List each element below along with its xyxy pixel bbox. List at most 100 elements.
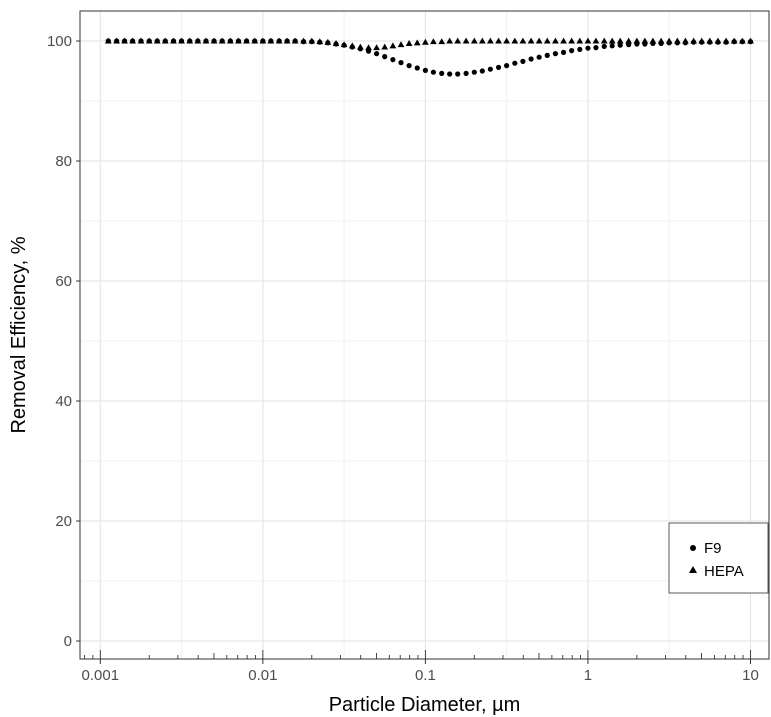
hepa-point	[665, 37, 673, 44]
hepa-point	[682, 37, 689, 44]
hepa-point	[340, 41, 348, 48]
x-tick-label: 10	[742, 667, 759, 684]
hepa-point	[113, 37, 121, 44]
f9-point	[479, 68, 485, 74]
f9-point	[585, 45, 591, 51]
hepa-point	[365, 44, 372, 51]
hepa-point	[413, 39, 421, 46]
hepa-point	[462, 37, 470, 44]
f9-point	[504, 63, 510, 69]
x-axis: 0.001 0.01 0.1 1 10	[82, 650, 759, 684]
f9-point	[520, 58, 526, 64]
hepa-point	[535, 37, 543, 44]
y-tick-label: 40	[55, 393, 72, 410]
hepa-point	[478, 37, 486, 44]
f9-point	[374, 51, 380, 57]
hepa-point	[145, 37, 153, 44]
f9-point	[390, 57, 396, 63]
hepa-point	[218, 37, 226, 44]
hepa-point	[608, 37, 616, 44]
f9-point	[544, 52, 550, 59]
y-axis: 0 20 40 60 80 100	[47, 33, 80, 650]
f9-point	[455, 71, 461, 77]
f9-point	[430, 69, 436, 75]
hepa-point	[657, 37, 665, 44]
f9-point	[593, 45, 599, 51]
x-tick-label: 0.1	[415, 667, 436, 684]
f9-point	[447, 71, 453, 77]
hepa-point	[706, 37, 714, 44]
hepa-point	[576, 37, 584, 44]
hepa-point	[714, 37, 722, 44]
x-tick-label: 0.001	[82, 667, 120, 684]
legend: F9 HEPA	[668, 522, 769, 594]
hepa-point	[178, 37, 185, 44]
hepa-point	[397, 41, 405, 48]
f9-point	[617, 42, 623, 48]
hepa-point	[300, 37, 307, 44]
legend-label-f9: F9	[704, 540, 722, 557]
hepa-point	[243, 37, 250, 44]
f9-point	[414, 65, 420, 71]
f9-point	[382, 54, 388, 60]
f9-point	[528, 56, 534, 62]
hepa-point	[429, 38, 437, 45]
legend-key-hepa-triangle	[689, 566, 697, 573]
hepa-point	[649, 37, 657, 44]
hepa-point	[259, 37, 267, 44]
f9-point	[569, 48, 575, 54]
hepa-point	[251, 37, 259, 44]
grid	[80, 11, 769, 659]
f9-point	[609, 43, 615, 49]
data-points	[104, 37, 754, 77]
hepa-point	[291, 37, 299, 44]
f9-point	[463, 70, 469, 76]
x-axis-title: Particle Diameter, µm	[329, 694, 521, 716]
hepa-point	[503, 37, 511, 44]
f9-point	[471, 69, 477, 75]
f9-point	[512, 60, 518, 66]
series-f9	[105, 38, 754, 77]
hepa-point	[495, 37, 502, 44]
hepa-point	[161, 37, 169, 44]
hepa-point	[438, 38, 446, 45]
hepa-point	[625, 37, 633, 44]
hepa-point	[673, 37, 681, 44]
y-tick-label: 20	[55, 513, 72, 530]
y-axis-title: Removal Efficiency, %	[8, 236, 30, 433]
f9-point	[398, 60, 404, 66]
hepa-point	[543, 37, 551, 44]
hepa-point	[747, 37, 754, 44]
f9-point	[601, 43, 607, 50]
f9-point	[495, 64, 502, 70]
hepa-point	[267, 37, 275, 44]
legend-label-hepa: HEPA	[704, 563, 744, 580]
hepa-point	[316, 38, 324, 45]
hepa-point	[722, 37, 730, 44]
hepa-point	[511, 37, 519, 44]
hepa-point	[446, 37, 454, 44]
hepa-point	[194, 37, 202, 44]
hepa-point	[121, 37, 128, 44]
f9-point	[560, 49, 567, 56]
f9-point	[422, 67, 428, 73]
hepa-point	[153, 37, 161, 44]
hepa-point	[381, 43, 389, 50]
hepa-point	[738, 37, 746, 44]
hepa-point	[470, 37, 478, 44]
hepa-point	[356, 43, 364, 50]
hepa-point	[421, 38, 429, 45]
hepa-point	[698, 37, 706, 44]
hepa-point	[560, 37, 567, 44]
y-tick-label: 100	[47, 33, 72, 50]
hepa-point	[210, 37, 218, 44]
hepa-point	[633, 37, 641, 44]
f9-point	[552, 51, 559, 57]
hepa-point	[584, 37, 592, 44]
hepa-point	[308, 37, 316, 44]
hepa-point	[519, 37, 527, 44]
hepa-point	[283, 37, 291, 44]
y-tick-label: 80	[55, 153, 72, 170]
hepa-point	[129, 37, 136, 44]
